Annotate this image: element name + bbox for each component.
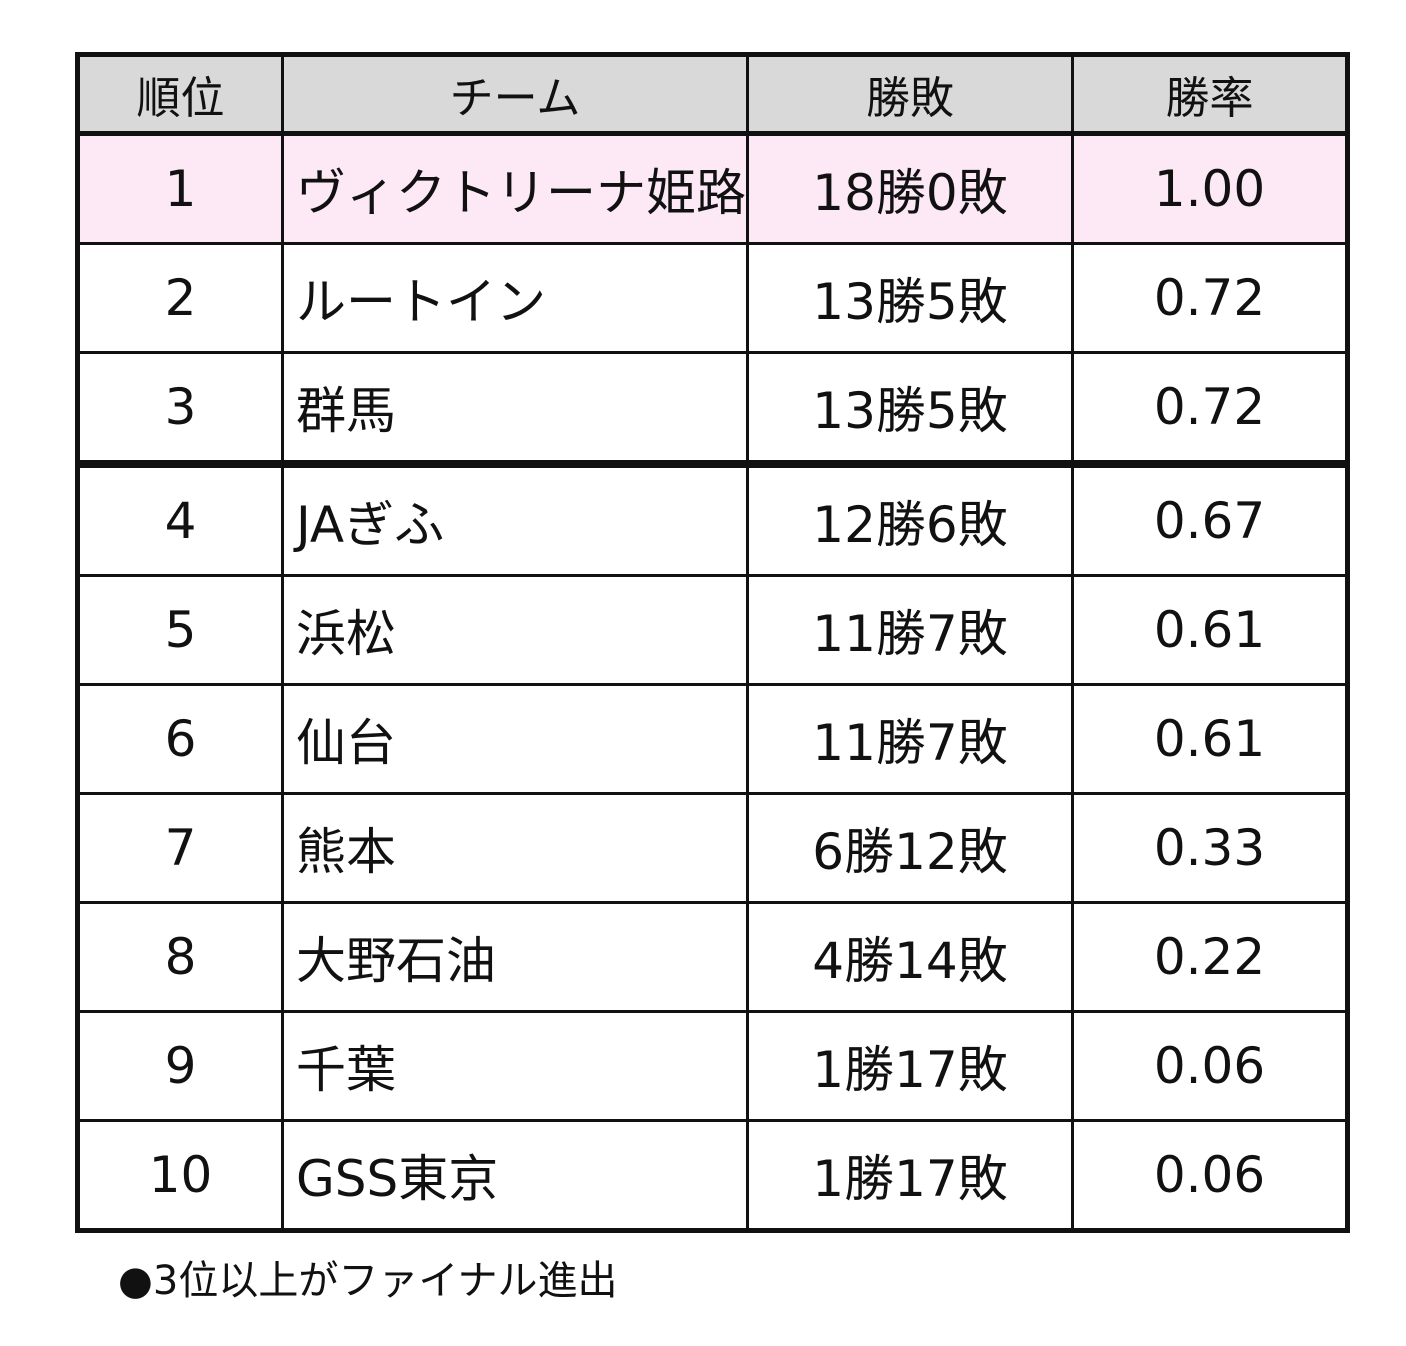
pct-cell: 0.06 [1071, 1119, 1349, 1232]
table-row: 4 JAぎふ 12勝6敗 0.67 [76, 462, 1349, 577]
pct-cell: 0.72 [1071, 242, 1349, 354]
pct-cell: 0.06 [1071, 1010, 1349, 1122]
team-cell: 熊本 [281, 792, 749, 904]
table-row: 6 仙台 11勝7敗 0.61 [76, 683, 1349, 795]
table-row: 3 群馬 13勝5敗 0.72 [76, 351, 1349, 468]
header-record: 勝敗 [746, 53, 1074, 136]
table-row: 1 ヴィクトリーナ姫路 18勝0敗 1.00 [76, 132, 1349, 245]
team-cell: 千葉 [281, 1010, 749, 1122]
pct-cell: 0.61 [1071, 574, 1349, 686]
record-cell: 1勝17敗 [746, 1010, 1074, 1122]
pct-cell: 0.33 [1071, 792, 1349, 904]
pct-cell: 0.61 [1071, 683, 1349, 795]
table-row: 9 千葉 1勝17敗 0.06 [76, 1010, 1349, 1122]
team-cell: 浜松 [281, 574, 749, 686]
rank-cell: 8 [76, 901, 284, 1013]
rank-cell: 10 [76, 1119, 284, 1232]
pct-cell: 0.22 [1071, 901, 1349, 1013]
rank-cell: 1 [76, 132, 284, 245]
header-row: 順位 チーム 勝敗 勝率 [76, 53, 1349, 136]
standings-table: 順位 チーム 勝敗 勝率 1 ヴィクトリーナ姫路 18勝0敗 1.00 2 ルー… [75, 52, 1350, 1233]
table-row: 8 大野石油 4勝14敗 0.22 [76, 901, 1349, 1013]
rank-cell: 2 [76, 242, 284, 354]
record-cell: 18勝0敗 [746, 132, 1074, 245]
record-cell: 4勝14敗 [746, 901, 1074, 1013]
team-cell: ヴィクトリーナ姫路 [281, 132, 749, 245]
header-team: チーム [281, 53, 749, 136]
team-cell: ルートイン [281, 242, 749, 354]
pct-cell: 0.67 [1071, 462, 1349, 577]
record-cell: 1勝17敗 [746, 1119, 1074, 1232]
team-cell: GSS東京 [281, 1119, 749, 1232]
rank-cell: 4 [76, 462, 284, 577]
rank-cell: 9 [76, 1010, 284, 1122]
header-pct: 勝率 [1071, 53, 1349, 136]
footnote: ●3位以上がファイナル進出 [118, 1258, 618, 1304]
pct-cell: 1.00 [1071, 132, 1349, 245]
record-cell: 13勝5敗 [746, 351, 1074, 468]
table-row: 7 熊本 6勝12敗 0.33 [76, 792, 1349, 904]
record-cell: 13勝5敗 [746, 242, 1074, 354]
rank-cell: 5 [76, 574, 284, 686]
record-cell: 6勝12敗 [746, 792, 1074, 904]
team-cell: 仙台 [281, 683, 749, 795]
table-row: 10 GSS東京 1勝17敗 0.06 [76, 1119, 1349, 1232]
team-cell: JAぎふ [281, 462, 749, 577]
header-rank: 順位 [76, 53, 284, 136]
rank-cell: 3 [76, 351, 284, 468]
record-cell: 11勝7敗 [746, 683, 1074, 795]
rank-cell: 7 [76, 792, 284, 904]
table-row: 2 ルートイン 13勝5敗 0.72 [76, 242, 1349, 354]
rank-cell: 6 [76, 683, 284, 795]
record-cell: 11勝7敗 [746, 574, 1074, 686]
pct-cell: 0.72 [1071, 351, 1349, 468]
record-cell: 12勝6敗 [746, 462, 1074, 577]
team-cell: 大野石油 [281, 901, 749, 1013]
team-cell: 群馬 [281, 351, 749, 468]
table-row: 5 浜松 11勝7敗 0.61 [76, 574, 1349, 686]
